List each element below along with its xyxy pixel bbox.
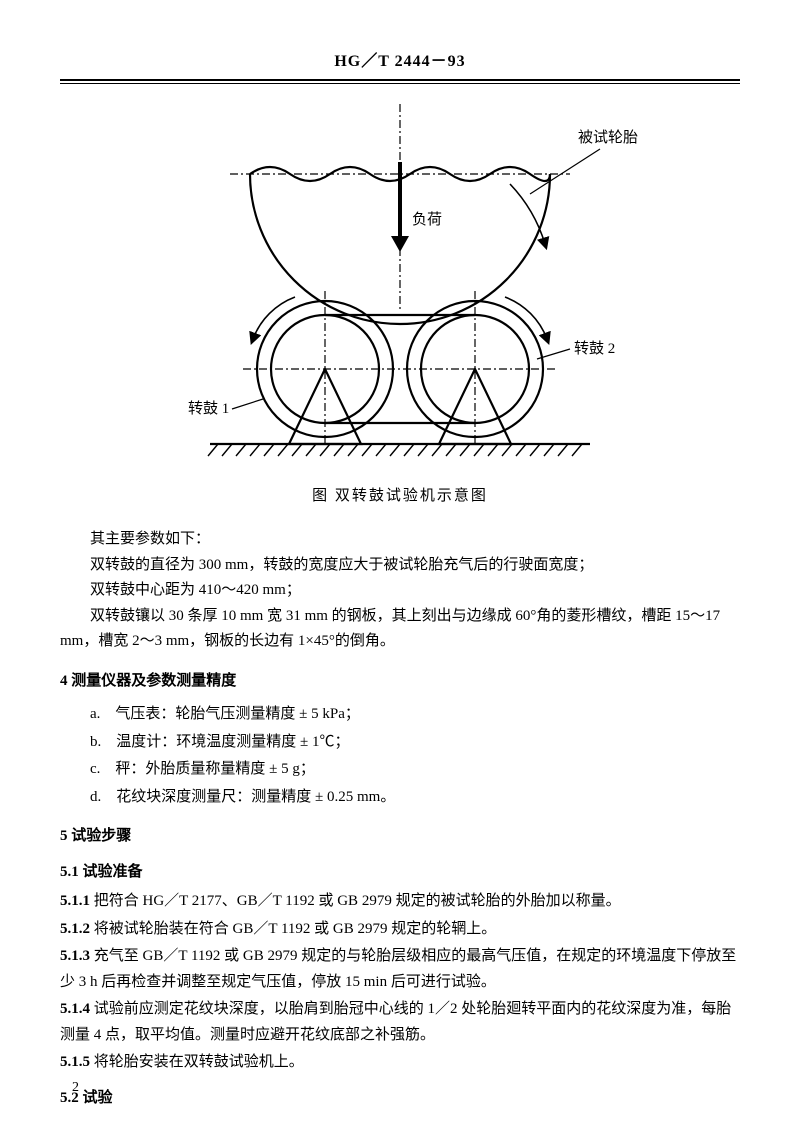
item-text: 把符合 HG／T 2177、GB／T 1192 或 GB 2979 规定的被试轮… <box>94 893 621 909</box>
item-num: 5.1.2 <box>60 921 90 937</box>
item-num: 5.1.4 <box>60 1001 90 1017</box>
item-5-1-1: 5.1.1 把符合 HG／T 2177、GB／T 1192 或 GB 2979 … <box>60 889 740 915</box>
item-text: 试验前应测定花纹块深度，以胎肩到胎冠中心线的 1／2 处轮胎廻转平面内的花纹深度… <box>60 1001 731 1043</box>
svg-text:转鼓 1: 转鼓 1 <box>188 400 229 417</box>
intro-p1: 双转鼓的直径为 300 mm，转鼓的宽度应大于被试轮胎充气后的行驶面宽度； <box>60 553 740 579</box>
section4-list: a. 气压表：轮胎气压测量精度 ± 5 kPa； b. 温度计：环境温度测量精度… <box>60 702 740 810</box>
section5-1-title: 5.1 试验准备 <box>60 860 740 886</box>
svg-text:转鼓 2: 转鼓 2 <box>574 340 615 357</box>
item-5-1-2: 5.1.2 将被试轮胎装在符合 GB／T 1192 或 GB 2979 规定的轮… <box>60 917 740 943</box>
item-text: 充气至 GB／T 1192 或 GB 2979 规定的与轮胎层级相应的最高气压值… <box>60 948 736 990</box>
list-item: a. 气压表：轮胎气压测量精度 ± 5 kPa； <box>90 702 740 728</box>
intro-lead: 其主要参数如下： <box>60 527 740 553</box>
item-text: 将被试轮胎装在符合 GB／T 1192 或 GB 2979 规定的轮辋上。 <box>94 921 497 937</box>
item-num: 5.1.5 <box>60 1054 90 1070</box>
item-5-1-3: 5.1.3 充气至 GB／T 1192 或 GB 2979 规定的与轮胎层级相应… <box>60 944 740 995</box>
list-item: d. 花纹块深度测量尺：测量精度 ± 0.25 mm。 <box>90 785 740 811</box>
intro-p2: 双转鼓中心距为 410～420 mm； <box>60 578 740 604</box>
section5-2-title: 5.2 试验 <box>60 1086 740 1112</box>
item-num: 5.1.1 <box>60 893 90 909</box>
item-5-1-4: 5.1.4 试验前应测定花纹块深度，以胎肩到胎冠中心线的 1／2 处轮胎廻转平面… <box>60 997 740 1048</box>
diagram-caption: 图 双转鼓试验机示意图 <box>60 484 740 510</box>
item-text: 将轮胎安装在双转鼓试验机上。 <box>94 1054 304 1070</box>
svg-text:被试轮胎: 被试轮胎 <box>578 129 638 146</box>
page-number: 2 <box>72 1076 79 1100</box>
header-rule <box>60 83 740 84</box>
doc-header: HG／T 2444－93 <box>60 48 740 81</box>
item-5-1-5: 5.1.5 将轮胎安装在双转鼓试验机上。 <box>60 1050 740 1076</box>
intro-p3: 双转鼓镶以 30 条厚 10 mm 宽 31 mm 的钢板，其上刻出与边缘成 6… <box>60 604 740 655</box>
svg-text:负荷: 负荷 <box>412 211 442 228</box>
item-num: 5.1.3 <box>60 948 90 964</box>
section5-title: 5 试验步骤 <box>60 824 740 850</box>
dual-drum-diagram: 负荷 被试轮胎转鼓 1 转鼓 2 <box>140 94 660 464</box>
list-item: b. 温度计：环境温度测量精度 ± 1℃； <box>90 730 740 756</box>
diagram-container: 负荷 被试轮胎转鼓 1 转鼓 2 图 双转鼓试验机示意图 <box>60 94 740 509</box>
section4-title: 4 测量仪器及参数测量精度 <box>60 669 740 695</box>
list-item: c. 秤：外胎质量称量精度 ± 5 g； <box>90 757 740 783</box>
